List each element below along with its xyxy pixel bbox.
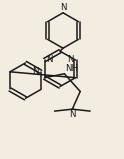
Text: N: N — [32, 67, 39, 76]
Text: N: N — [67, 55, 73, 65]
Text: N: N — [47, 55, 53, 65]
Text: N: N — [69, 110, 76, 119]
Text: NH: NH — [65, 64, 78, 73]
Text: N: N — [60, 3, 66, 12]
